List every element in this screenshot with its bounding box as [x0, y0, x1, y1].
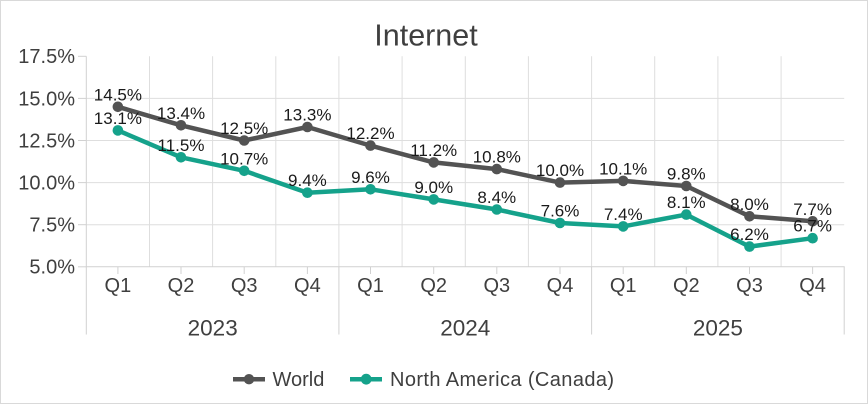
svg-text:10.0%: 10.0% [18, 173, 75, 195]
svg-text:10.1%: 10.1% [599, 159, 647, 178]
svg-text:Q3: Q3 [736, 275, 763, 297]
svg-text:11.5%: 11.5% [158, 136, 205, 155]
svg-text:15.0%: 15.0% [18, 88, 75, 110]
svg-text:Q1: Q1 [610, 275, 637, 297]
svg-text:2024: 2024 [440, 315, 490, 340]
svg-text:12.5%: 12.5% [220, 119, 268, 138]
svg-text:Q4: Q4 [799, 275, 826, 297]
svg-text:8.0%: 8.0% [730, 195, 769, 214]
svg-text:10.7%: 10.7% [220, 149, 268, 168]
svg-text:12.2%: 12.2% [346, 124, 394, 143]
svg-text:13.4%: 13.4% [157, 104, 205, 123]
svg-text:6.7%: 6.7% [793, 217, 832, 236]
svg-text:Internet: Internet [374, 19, 478, 53]
svg-text:6.2%: 6.2% [730, 225, 769, 244]
svg-text:9.6%: 9.6% [351, 168, 390, 187]
svg-text:9.0%: 9.0% [414, 178, 453, 197]
svg-text:13.1%: 13.1% [94, 109, 142, 128]
svg-text:12.5%: 12.5% [18, 130, 75, 152]
svg-text:North America (Canada): North America (Canada) [390, 369, 614, 391]
svg-text:7.6%: 7.6% [541, 202, 580, 221]
svg-text:8.4%: 8.4% [477, 188, 516, 207]
svg-text:13.3%: 13.3% [283, 106, 331, 125]
svg-text:5.0%: 5.0% [29, 257, 75, 279]
svg-text:8.1%: 8.1% [667, 193, 706, 212]
svg-text:World: World [273, 369, 325, 391]
svg-text:Q3: Q3 [483, 275, 510, 297]
svg-text:9.4%: 9.4% [288, 171, 327, 190]
svg-text:14.5%: 14.5% [94, 85, 142, 104]
svg-text:10.8%: 10.8% [473, 148, 521, 167]
svg-text:Q2: Q2 [168, 275, 195, 297]
svg-text:Q1: Q1 [105, 275, 132, 297]
svg-text:7.5%: 7.5% [29, 215, 75, 237]
svg-text:2023: 2023 [188, 315, 238, 340]
svg-text:Q2: Q2 [420, 275, 447, 297]
svg-text:Q2: Q2 [673, 275, 700, 297]
svg-text:Q3: Q3 [231, 275, 258, 297]
svg-text:7.4%: 7.4% [604, 205, 643, 224]
svg-text:9.8%: 9.8% [667, 165, 706, 184]
svg-text:2025: 2025 [693, 315, 743, 340]
svg-text:11.2%: 11.2% [410, 141, 457, 160]
svg-text:7.7%: 7.7% [793, 200, 832, 219]
svg-text:Q4: Q4 [294, 275, 321, 297]
svg-text:Q1: Q1 [357, 275, 384, 297]
svg-text:10.0%: 10.0% [536, 161, 584, 180]
svg-text:Q4: Q4 [547, 275, 574, 297]
svg-text:17.5%: 17.5% [18, 46, 75, 68]
